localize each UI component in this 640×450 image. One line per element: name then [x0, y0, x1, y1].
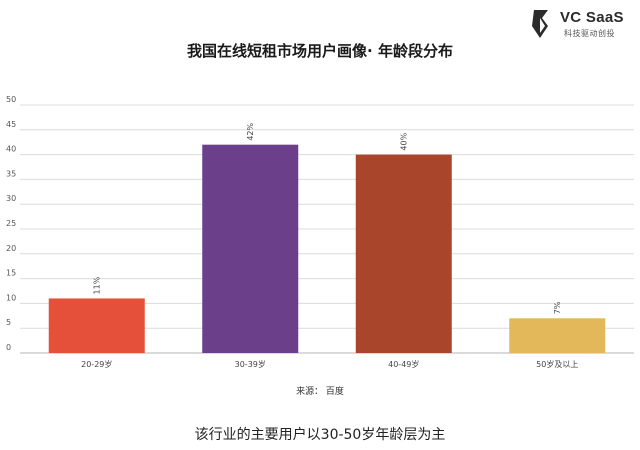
- data-label: 7%: [553, 301, 562, 314]
- data-label: 40%: [400, 132, 409, 150]
- data-labels: 11% 42% 40% 7%: [93, 123, 563, 315]
- y-tick-label: 30: [6, 194, 16, 203]
- y-tick-label: 0: [6, 343, 11, 352]
- y-tick-label: 35: [6, 169, 16, 178]
- vc-saas-logo-icon: [532, 10, 548, 38]
- bar: [202, 144, 299, 353]
- y-tick-label: 40: [6, 145, 16, 154]
- y-axis-ticks: 0 5 10 15 20 25 30 35 40 45 50: [6, 95, 16, 352]
- bar: [48, 298, 145, 353]
- y-tick-label: 20: [6, 244, 16, 253]
- x-tick-label: 30-39岁: [235, 359, 266, 369]
- bar: [509, 318, 606, 353]
- data-label: 11%: [93, 276, 102, 294]
- logo-name: VC SaaS: [560, 9, 624, 26]
- bars: [48, 144, 606, 353]
- source-note: 来源： 百度: [296, 387, 344, 397]
- y-tick-label: 45: [6, 120, 16, 129]
- caption: 该行业的主要用户以30-50岁年龄层为主: [194, 427, 446, 443]
- chart-title: 我国在线短租市场用户画像· 年龄段分布: [187, 42, 453, 60]
- data-label: 42%: [246, 123, 255, 141]
- logo-tagline: 科技驱动创投: [564, 29, 615, 38]
- x-axis-ticks: 20-29岁 30-39岁 40-49岁 50岁及以上: [81, 359, 578, 369]
- vc-saas-logo: VC SaaS 科技驱动创投: [528, 6, 636, 42]
- y-tick-label: 15: [6, 269, 16, 278]
- y-tick-label: 10: [6, 293, 16, 302]
- bar: [355, 154, 452, 353]
- y-tick-label: 5: [6, 318, 11, 327]
- y-tick-label: 50: [6, 95, 16, 104]
- x-tick-label: 40-49岁: [388, 359, 419, 369]
- x-tick-label: 20-29岁: [81, 359, 112, 369]
- x-tick-label: 50岁及以上: [536, 359, 578, 369]
- y-tick-label: 25: [6, 219, 16, 228]
- bar-chart: 0 5 10 15 20 25 30 35 40 45 50 11% 42% 40% 7% 20-29岁 3…: [6, 95, 634, 369]
